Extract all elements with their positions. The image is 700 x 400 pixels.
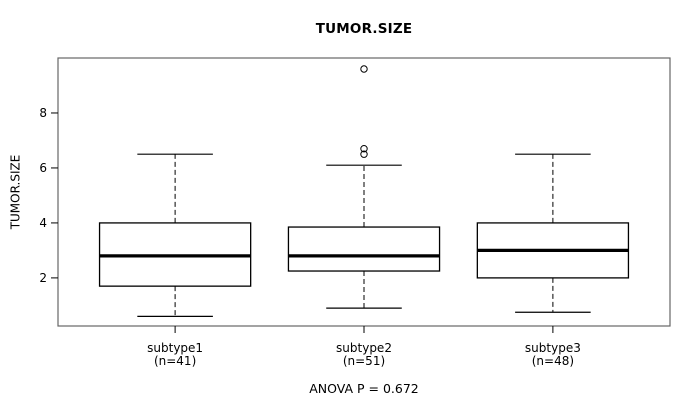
outlier-point bbox=[360, 150, 368, 158]
iqr-box bbox=[287, 226, 441, 272]
x-tick-sublabel: (n=51) bbox=[343, 354, 385, 368]
y-tick-label: 8 bbox=[39, 106, 47, 120]
x-tick-label: subtype3 bbox=[525, 341, 581, 355]
chart-title: TUMOR.SIZE bbox=[315, 21, 413, 37]
x-tick-label: subtype2 bbox=[336, 341, 392, 355]
x-tick-label: subtype1 bbox=[147, 341, 203, 355]
y-tick-label: 6 bbox=[39, 161, 47, 175]
outlier-point bbox=[360, 65, 368, 73]
y-tick-label: 2 bbox=[39, 271, 47, 285]
x-tick-sublabel: (n=48) bbox=[532, 354, 574, 368]
outlier-point bbox=[360, 145, 368, 153]
anova-p-value: ANOVA P = 0.672 bbox=[309, 381, 419, 396]
x-tick-sublabel: (n=41) bbox=[154, 354, 196, 368]
y-tick-label: 4 bbox=[39, 216, 47, 230]
